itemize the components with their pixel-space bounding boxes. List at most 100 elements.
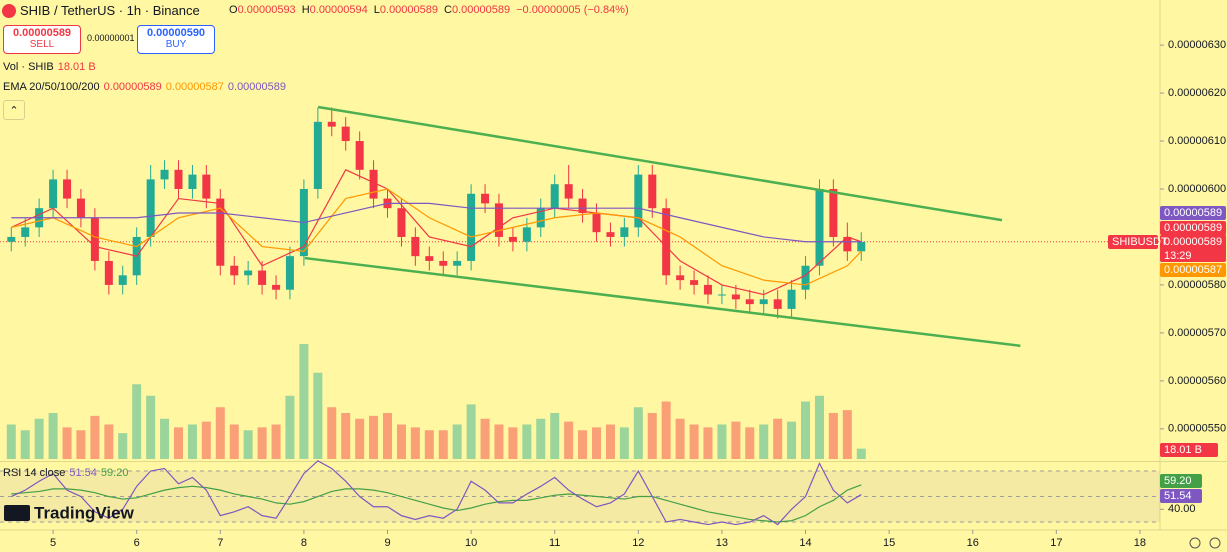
sell-label: SELL: [29, 39, 55, 50]
candle-body: [592, 212, 601, 233]
volume-bar: [745, 427, 755, 459]
symbol[interactable]: SHIB / TetherUS · 1h · Binance: [20, 3, 200, 18]
x-tick-label: 12: [632, 537, 644, 549]
last-price: 0.00000589: [1164, 236, 1223, 248]
candle-body: [63, 179, 72, 199]
volume-bar: [452, 424, 462, 459]
trendline: [304, 256, 1021, 348]
candle-body: [522, 227, 531, 242]
ema-tag: 0.00000589: [1160, 221, 1226, 235]
volume-tag: 18.01 B: [1160, 443, 1218, 457]
volume-bar: [6, 424, 16, 459]
candle-body: [676, 275, 685, 281]
buy-button[interactable]: 0.00000590 BUY: [137, 25, 215, 54]
volume-bar: [229, 424, 239, 459]
candle-body: [216, 198, 225, 266]
volume-bar: [76, 430, 86, 459]
spread: 0.00000001: [87, 33, 135, 43]
candle-body: [341, 126, 350, 142]
rsi-tag: 51.54: [1160, 489, 1202, 503]
candle-body: [174, 169, 183, 189]
ema-tag: 0.00000587: [1160, 263, 1226, 277]
settings-icon[interactable]: [1209, 537, 1221, 549]
x-tick-label: 18: [1134, 537, 1146, 549]
volume-bar: [271, 424, 281, 459]
candle-body: [703, 284, 712, 295]
ema-line: [11, 188, 862, 286]
candle-body: [801, 265, 810, 290]
volume-bar: [508, 427, 518, 459]
candle-body: [494, 203, 503, 237]
volume-bar: [592, 427, 602, 459]
candle-body: [843, 236, 852, 252]
ema-legend: EMA 20/50/100/200 0.00000589 0.00000587 …: [3, 81, 286, 93]
candle-body: [146, 179, 155, 237]
candle-body: [90, 217, 99, 261]
volume-bar: [187, 424, 197, 459]
candle-body: [425, 256, 434, 261]
candle-body: [731, 294, 740, 300]
volume-bar: [675, 418, 685, 459]
x-tick-label: 16: [967, 537, 979, 549]
volume-legend: Vol · SHIB 18.01 B: [3, 61, 96, 73]
y-tick-label: 0.00000620: [1168, 87, 1226, 99]
candle-body: [481, 193, 490, 204]
volume-bar: [633, 407, 643, 459]
volume-bar: [438, 430, 448, 459]
candle-body: [662, 208, 671, 276]
ohlc-value: 0.00000589: [379, 4, 439, 16]
volume-bar: [34, 418, 44, 459]
collapse-button[interactable]: ⌃: [3, 100, 25, 120]
volume-value: 18.01 B: [57, 61, 96, 73]
volume-bar: [146, 395, 156, 459]
volume-bar: [550, 413, 560, 459]
x-tick-label: 14: [799, 537, 811, 549]
sell-button[interactable]: 0.00000589 SELL: [3, 25, 81, 54]
ema-tag: 0.00000589: [1160, 206, 1226, 220]
volume-bar: [215, 407, 225, 459]
candle-body: [578, 198, 587, 213]
volume-bar: [62, 427, 72, 459]
icon[interactable]: [1189, 537, 1201, 549]
volume-bar: [383, 413, 393, 459]
x-tick-label: 10: [465, 537, 477, 549]
x-tick-label: 5: [50, 537, 56, 549]
volume-title: Vol · SHIB: [3, 61, 54, 73]
volume-bar: [856, 448, 866, 459]
volume-bar: [257, 427, 267, 459]
ema-value: 0.00000587: [165, 81, 224, 93]
candle-body: [244, 270, 253, 276]
spread-value: 0.00000001: [87, 33, 135, 43]
candle-body: [327, 121, 336, 127]
candle-body: [773, 299, 782, 309]
candle-body: [258, 270, 267, 285]
ema-title: EMA 20/50/100/200: [3, 81, 100, 93]
volume-bar: [773, 418, 783, 459]
volume-bar: [355, 418, 365, 459]
volume-bar: [201, 421, 211, 459]
candle-body: [272, 284, 281, 290]
candle-body: [397, 208, 406, 237]
candle-body: [857, 241, 866, 252]
volume-bar: [522, 424, 532, 459]
ema-line: [11, 202, 862, 243]
candle-body: [160, 169, 169, 180]
y-tick-label: 0.00000610: [1168, 135, 1226, 147]
candle-body: [188, 174, 197, 189]
volume-bar: [118, 433, 128, 459]
x-tick-label: 8: [301, 537, 307, 549]
volume-bar: [759, 424, 769, 459]
y-tick-label: 0.00000630: [1168, 39, 1226, 51]
ohlc-item: L0.00000589: [374, 4, 438, 16]
candle-body: [508, 236, 517, 242]
volume-bar: [313, 372, 323, 459]
volume-bar: [564, 421, 574, 459]
volume-bar: [842, 410, 852, 459]
buy-price: 0.00000590: [146, 27, 206, 39]
candle-body: [118, 275, 127, 285]
candle-body: [230, 265, 239, 276]
trendline: [317, 105, 1003, 222]
candle-body: [104, 260, 113, 285]
